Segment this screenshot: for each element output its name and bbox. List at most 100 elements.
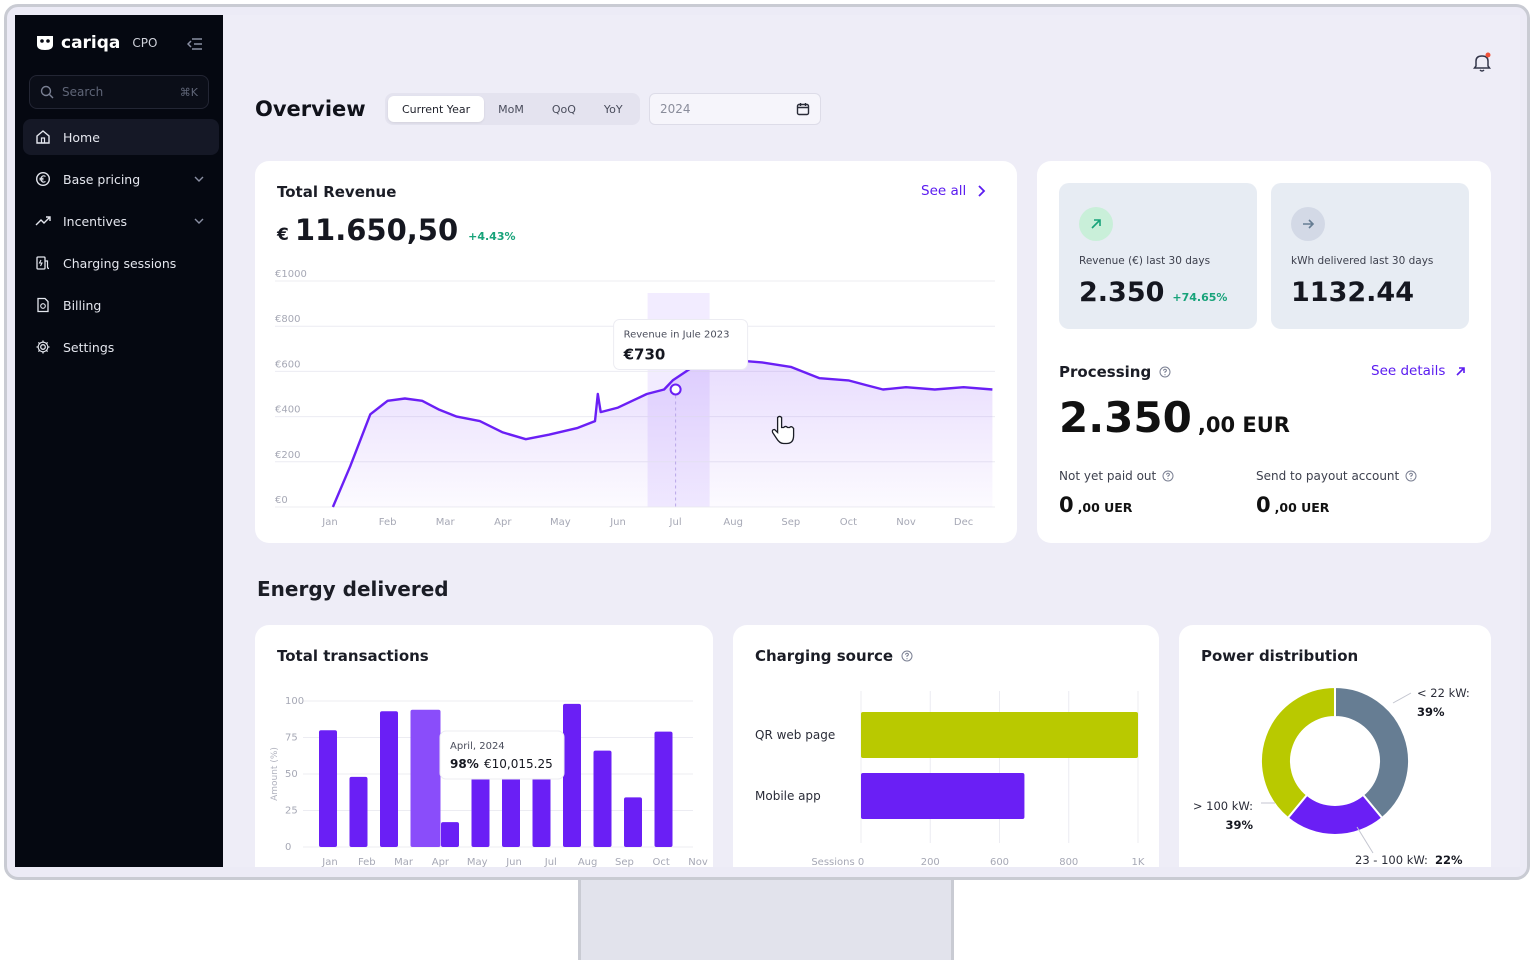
- kpi-card: Revenue (€) last 30 days 2.350 +74.65% k…: [1037, 161, 1491, 543]
- power-distribution-card: Power distribution < 22 kW: 39% 23 - 100 k…: [1179, 625, 1491, 867]
- highlight-point: [669, 383, 682, 396]
- bar: [410, 709, 441, 847]
- charging-source-bar-chart[interactable]: 0 200 600 800 1K Sessions QR web page Mobile ap…: [733, 625, 1159, 867]
- sidebar-item-settings[interactable]: Settings: [23, 329, 219, 365]
- x-tick-label: Oct: [840, 517, 857, 528]
- sidebar-nav: Home Base pricing Incentives Charging se…: [23, 119, 219, 371]
- see-details-link[interactable]: See details: [1371, 363, 1466, 379]
- chevron-down-icon[interactable]: [193, 215, 205, 227]
- notification-bell-icon[interactable]: [1471, 51, 1493, 73]
- x-tick-label: Oct: [653, 857, 670, 867]
- transactions-tooltip: April, 2024 98% €10,015.25: [439, 730, 565, 780]
- x-tick-label: Mar: [394, 857, 414, 867]
- app-screen: cariqa CPO ⌘K Home: [15, 15, 1520, 867]
- bar: [861, 773, 1025, 819]
- brand[interactable]: cariqa CPO: [35, 33, 157, 53]
- see-details-label: See details: [1371, 363, 1446, 379]
- tooltip-value: €730: [623, 345, 666, 363]
- x-tick-label: Jan: [321, 857, 337, 867]
- slice-label: < 22 kW:: [1417, 686, 1470, 700]
- revenue-title: Total Revenue: [277, 183, 397, 201]
- period-tab-current-year[interactable]: Current Year: [388, 96, 485, 122]
- x-tick-label: 600: [990, 857, 1009, 867]
- year-date-picker[interactable]: 2024: [649, 93, 821, 125]
- x-tick-label: Aug: [723, 517, 743, 528]
- payout-value: 0 ,00 UER: [1256, 493, 1329, 517]
- x-tick-label: May: [467, 857, 488, 867]
- x-tick-label: Mar: [436, 517, 456, 528]
- revenue-30d-delta: +74.65%: [1172, 291, 1228, 304]
- revenue-value: 11.650,50: [294, 213, 459, 247]
- transactions-bar-chart[interactable]: 0 25 50 75 100 Amount (%) Jan Feb Mar Apr May Jun Ju…: [255, 625, 713, 867]
- help-icon[interactable]: [901, 650, 913, 662]
- revenue-tooltip: Revenue in Jule 2023 €730: [613, 318, 749, 370]
- y-tick-label: 75: [285, 733, 298, 744]
- y-tick-label: 25: [285, 806, 298, 817]
- y-tick-label: €1000: [275, 269, 307, 280]
- slice-label: 23 - 100 kW:: [1355, 853, 1428, 867]
- bar: [502, 766, 520, 847]
- bar: [861, 712, 1138, 758]
- y-tick-label: €800: [275, 314, 300, 325]
- help-icon[interactable]: [1159, 366, 1171, 378]
- bar: [471, 774, 490, 847]
- sidebar-item-home[interactable]: Home: [23, 119, 219, 155]
- see-all-link[interactable]: See all: [921, 183, 986, 199]
- payout-dec: ,00 UER: [1274, 500, 1330, 515]
- payout-heading: Send to payout account: [1256, 469, 1417, 483]
- cursor-hand: [771, 415, 795, 445]
- power-donut-chart[interactable]: < 22 kW: 39% 23 - 100 kW: 22% > 100 kW: 39%: [1179, 625, 1491, 867]
- kwh-30d-value: 1132.44: [1291, 277, 1414, 308]
- x-tick-label: Jul: [669, 517, 682, 528]
- donut-slice: [1334, 685, 1410, 820]
- sidebar-item-label: Billing: [63, 297, 102, 313]
- bar: [319, 730, 337, 847]
- tooltip-value: €10,015.25: [484, 757, 553, 771]
- billing-icon: [37, 297, 49, 313]
- leader-line: [1356, 826, 1374, 854]
- charging-source-title: Charging source: [755, 647, 894, 665]
- y-tick-label: €400: [275, 405, 300, 416]
- period-tab-yoy[interactable]: YoY: [603, 102, 623, 116]
- trend-icon: [35, 216, 51, 226]
- processing-title: Processing: [1059, 363, 1152, 381]
- transactions-title: Total transactions: [277, 647, 429, 665]
- revenue-area-chart[interactable]: €0 €200 €400 €600 €800 €1000 Jan Feb Mar Apr May Ju…: [255, 261, 1017, 543]
- calendar-icon[interactable]: [796, 102, 810, 116]
- tooltip-pct: 98%: [450, 757, 479, 771]
- bar: [563, 703, 581, 847]
- search-box[interactable]: ⌘K: [29, 75, 209, 109]
- sidebar-item-base-pricing[interactable]: Base pricing: [23, 161, 219, 197]
- search-input[interactable]: [62, 85, 172, 99]
- sidebar: cariqa CPO ⌘K Home: [15, 15, 223, 867]
- help-icon[interactable]: [1162, 470, 1174, 482]
- bar: [593, 750, 612, 847]
- collapse-sidebar-icon[interactable]: [187, 37, 203, 51]
- arrow-right-icon: [1291, 207, 1325, 241]
- y-tick-label: €200: [275, 450, 300, 461]
- home-icon: [36, 130, 50, 144]
- not-paid-heading: Not yet paid out: [1059, 469, 1174, 483]
- period-tab-mom[interactable]: MoM: [498, 102, 524, 116]
- power-title: Power distribution: [1201, 647, 1359, 665]
- page-title: Overview: [255, 97, 366, 121]
- x-axis-label: Sessions: [811, 857, 854, 867]
- sidebar-item-charging-sessions[interactable]: Charging sessions: [23, 245, 219, 281]
- revenue-total: € 11.650,50 +4.43%: [277, 213, 516, 247]
- revenue-30d-value: 2.350: [1079, 277, 1165, 308]
- kwh-30d-label: kWh delivered last 30 days: [1291, 255, 1434, 267]
- tooltip-box: [439, 730, 565, 780]
- chevron-down-icon[interactable]: [193, 173, 205, 185]
- tooltip-box: [613, 318, 749, 370]
- charging-source-card: Charging source 0 200 600 800 1K Sessions QR w…: [733, 625, 1159, 867]
- x-tick-label: Jul: [544, 857, 557, 867]
- brand-tag: CPO: [132, 36, 158, 50]
- period-tab-qoq[interactable]: QoQ: [551, 102, 576, 116]
- x-tick-label: Jan: [321, 517, 337, 528]
- help-icon[interactable]: [1405, 470, 1417, 482]
- y-tick-label: €600: [275, 359, 300, 370]
- period-selector: Current Year MoM QoQ YoY: [385, 93, 640, 125]
- sidebar-item-billing[interactable]: Billing: [23, 287, 219, 323]
- sidebar-item-incentives[interactable]: Incentives: [23, 203, 219, 239]
- bar: [380, 711, 398, 847]
